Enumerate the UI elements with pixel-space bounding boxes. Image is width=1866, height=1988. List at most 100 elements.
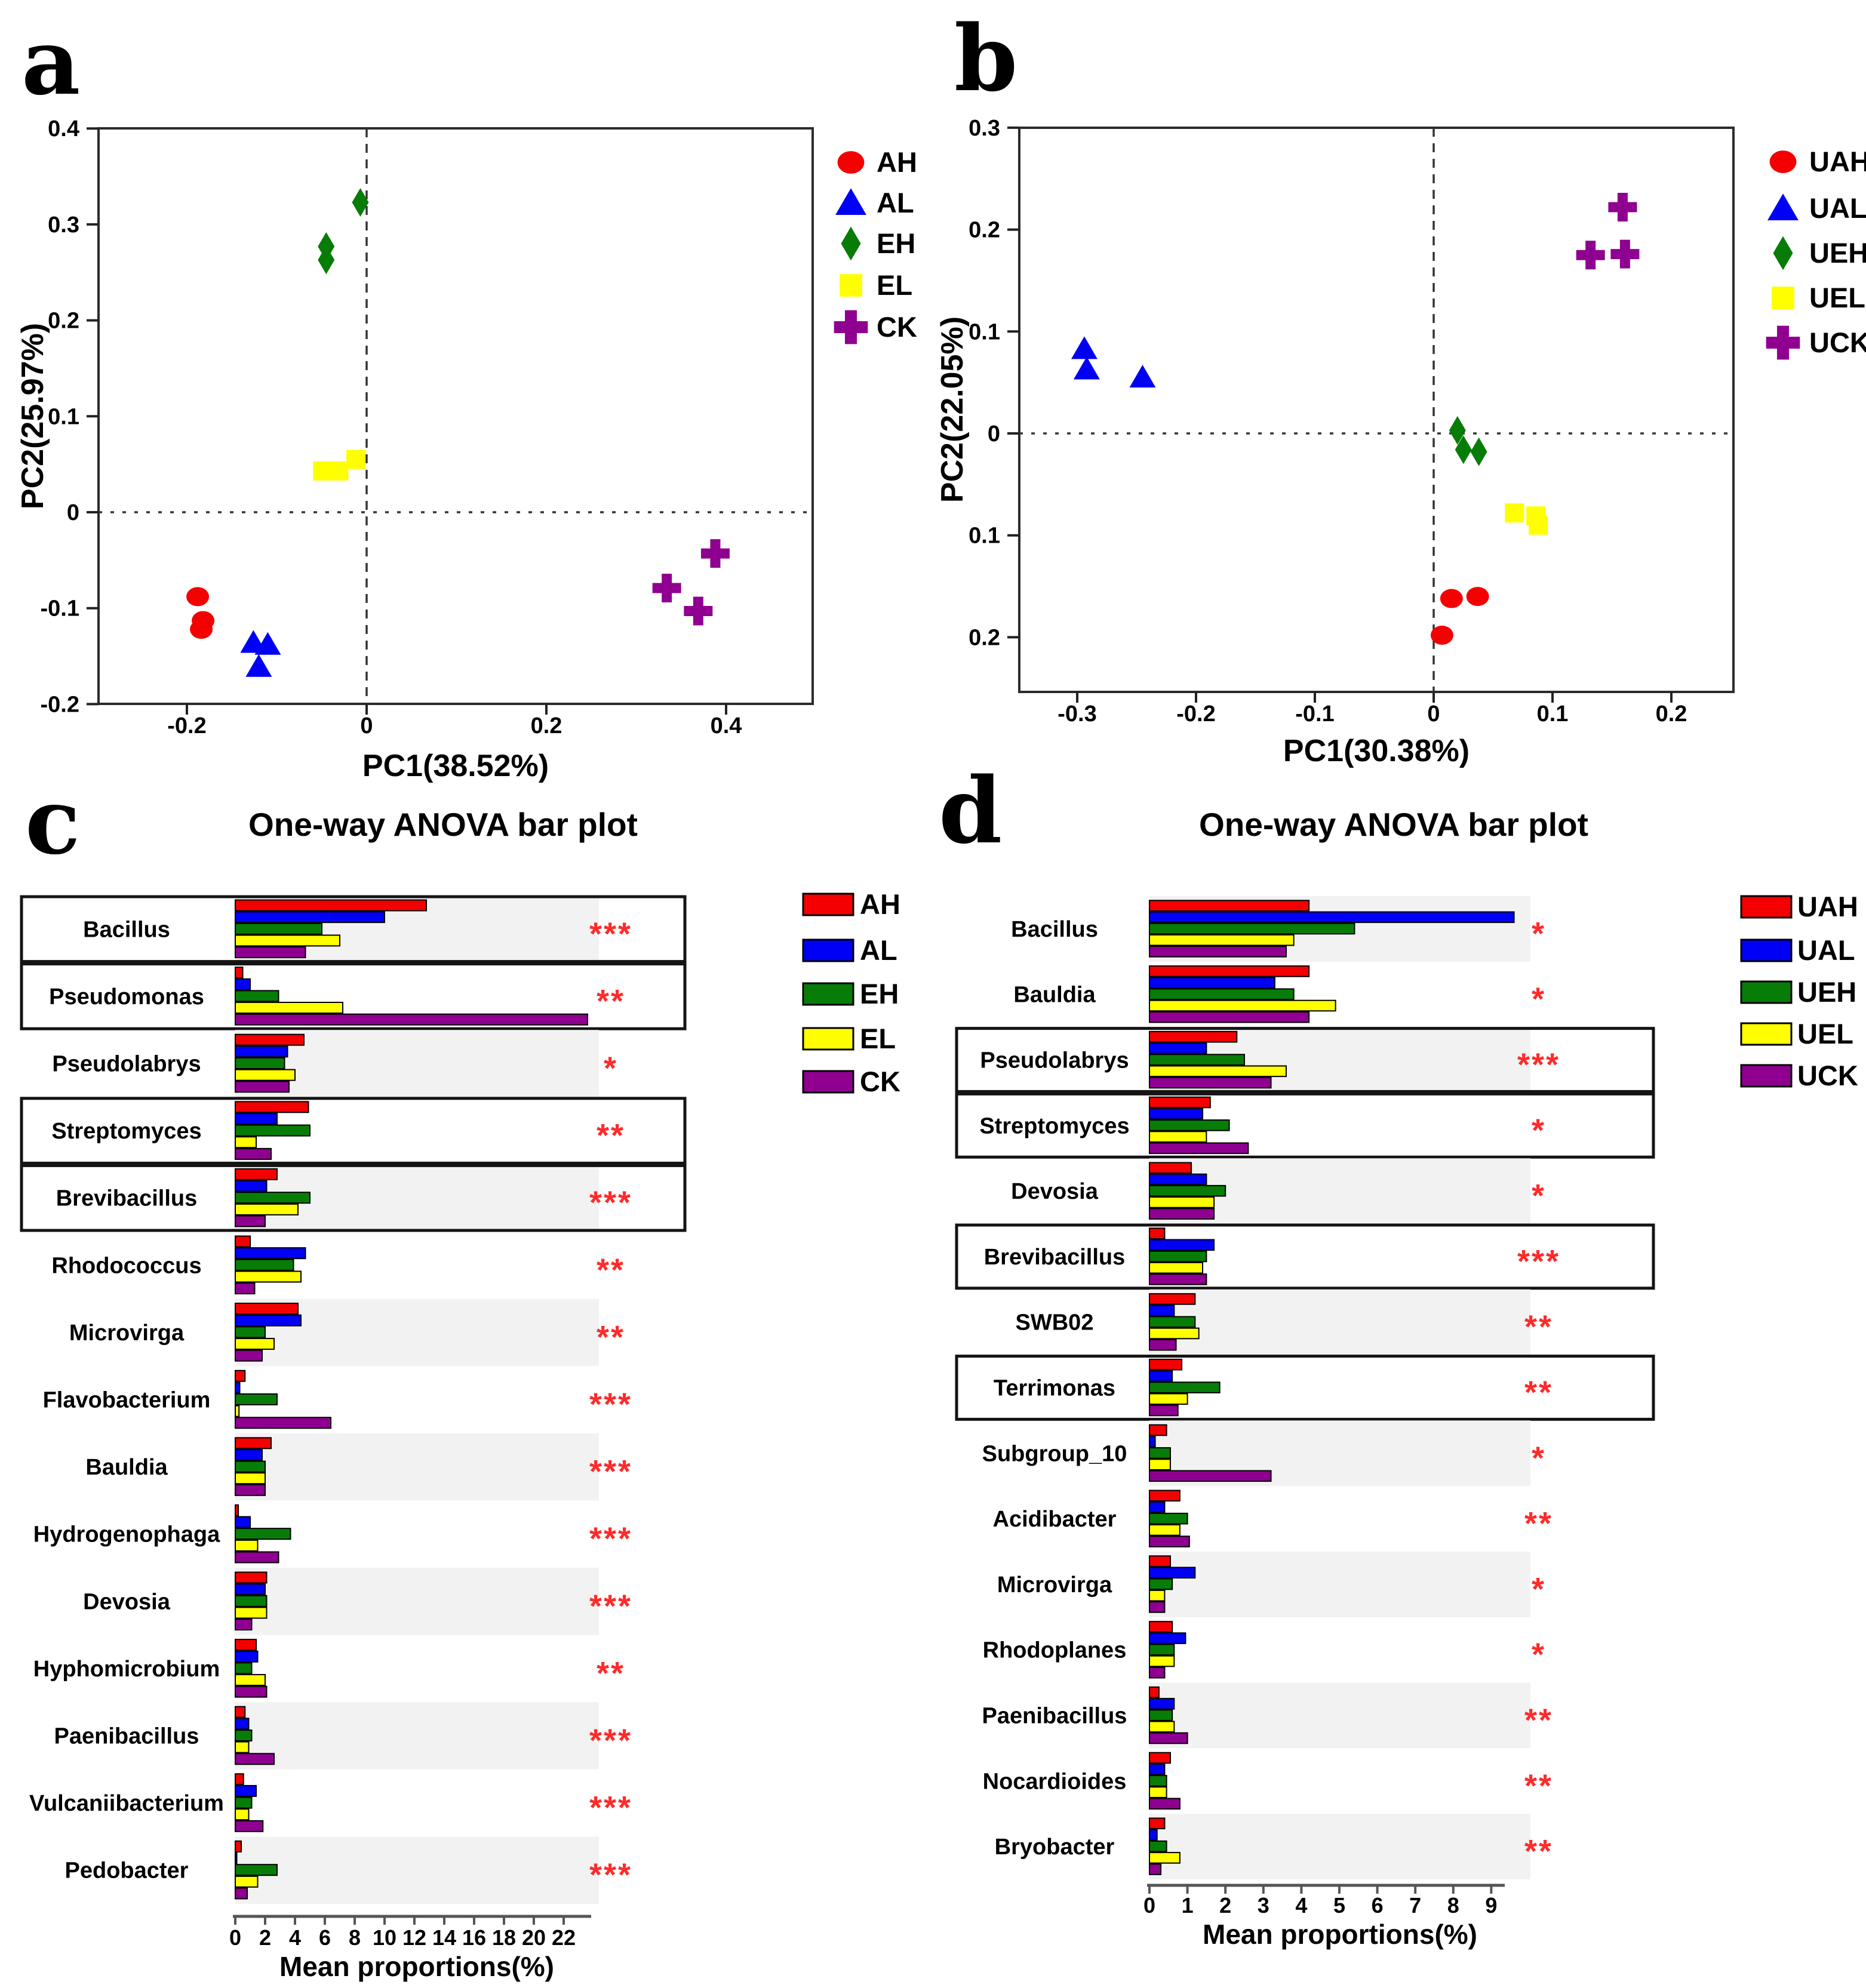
genus-label: Microvirga xyxy=(997,1572,1112,1598)
significance-Acidibacter: ** xyxy=(1524,1506,1553,1541)
y-tick-label: -0.1 xyxy=(41,596,79,621)
bar-Bryobacter-UEH xyxy=(1149,1840,1167,1852)
x-tick-label: 0.2 xyxy=(1656,701,1687,727)
bar-Nocardioides-UCK xyxy=(1149,1798,1181,1810)
bar-Bauldia-EL xyxy=(235,1472,266,1485)
bar-Bacillus-EL xyxy=(235,934,340,947)
panel-a-letter: a xyxy=(21,8,81,115)
significance-Paenibacillus: *** xyxy=(589,1723,632,1759)
bar-Pseudomonas-CK xyxy=(235,1013,588,1026)
scatter-point-AL xyxy=(254,632,281,655)
bar-SWB02-UEH xyxy=(1149,1316,1196,1328)
legend-swatch-UEL xyxy=(1740,1022,1793,1046)
x-tick-label: 0 xyxy=(229,1925,241,1950)
panel-d-x-axis-title: Mean proportions(%) xyxy=(1203,1919,1477,1950)
genus-label: Rhodoplanes xyxy=(983,1638,1127,1663)
anova-bar-plot-d: Bacillus *Bauldia *Pseudolabrys ***Streptom… xyxy=(955,806,1858,1950)
pca-plot-a: 0.4 0.3 0.2 0.1 0 -0.1 -0.2 -0.2 0 0.2 0.4 AH AL EH EL… xyxy=(16,116,917,783)
panel-c-letter: c xyxy=(25,768,81,875)
x-tick-label: 16 xyxy=(462,1925,486,1950)
genus-label: Vulcaniibacterium xyxy=(29,1791,224,1816)
scatter-point-UEL xyxy=(1529,515,1548,535)
panel-b-letter: b xyxy=(954,5,1018,112)
bar-Pseudomonas-EH xyxy=(235,990,279,1002)
significance-Pseudolabrys: *** xyxy=(1517,1047,1560,1083)
bar-Subgroup_10-UAL xyxy=(1149,1435,1156,1448)
significance-Microvirga: * xyxy=(1532,1571,1546,1607)
bar-Terrimonas-UCK xyxy=(1149,1404,1179,1417)
bar-SWB02-UCK xyxy=(1149,1338,1177,1351)
x-tick-label: 0 xyxy=(1427,701,1440,727)
y-tick-label: 0.2 xyxy=(969,218,1000,243)
bar-Microvirga-UEH xyxy=(1149,1578,1173,1590)
significance-Brevibacillus: *** xyxy=(1517,1244,1560,1279)
y-tick-label: 0 xyxy=(67,500,79,525)
bar-Acidibacter-UEH xyxy=(1149,1512,1188,1525)
bar-Microvirga-EH xyxy=(235,1326,266,1338)
bar-Rhodococcus-CK xyxy=(235,1282,256,1295)
bar-Microvirga-UAL xyxy=(1149,1567,1196,1579)
x-tick-label: 10 xyxy=(373,1925,396,1950)
bar-Pseudolabrys-CK xyxy=(235,1081,290,1093)
bar-Bauldia-CK xyxy=(235,1484,266,1496)
bar-Paenibacillus-UEL xyxy=(1149,1721,1175,1733)
bar-Streptomyces-UCK xyxy=(1149,1142,1249,1155)
highlight-box-Brevibacillus xyxy=(20,1164,687,1232)
bar-Bauldia-UAH xyxy=(1149,965,1310,977)
bar-Pseudomonas-AH xyxy=(235,967,244,979)
genus-label: Subgroup_10 xyxy=(982,1441,1127,1466)
scatter-point-UEL xyxy=(1505,503,1524,523)
bar-Bauldia-AL xyxy=(235,1448,263,1461)
bar-Streptomyces-EL xyxy=(235,1136,257,1149)
bar-Streptomyces-EH xyxy=(235,1124,311,1137)
bar-Microvirga-AH xyxy=(235,1303,299,1315)
bar-Bacillus-AL xyxy=(235,911,385,924)
bar-Bauldia-UEH xyxy=(1149,988,1295,1001)
y-tick-label: 0.1 xyxy=(969,524,1000,549)
significance-Bryobacter: ** xyxy=(1524,1833,1553,1869)
bar-Bauldia-UCK xyxy=(1149,1011,1310,1023)
bar-Bacillus-AH xyxy=(235,899,427,912)
bar-Streptomyces-UAH xyxy=(1149,1096,1211,1109)
genus-label: Nocardioides xyxy=(983,1769,1127,1794)
bar-Pedobacter-CK xyxy=(235,1887,248,1900)
significance-Devosia: *** xyxy=(589,1588,632,1624)
x-tick-label: 5 xyxy=(1333,1893,1345,1918)
bar-Bauldia-UEL xyxy=(1149,999,1336,1012)
genus-label: SWB02 xyxy=(1016,1310,1094,1335)
highlight-box-Terrimonas xyxy=(955,1355,1655,1421)
scatter-point-UAL xyxy=(1071,336,1098,359)
legend-label-AL: AL xyxy=(860,934,897,966)
y-tick-label: -0.2 xyxy=(41,692,79,717)
significance-Rhodococcus: ** xyxy=(597,1252,625,1288)
row-shade xyxy=(235,1433,599,1501)
row-shade xyxy=(1149,1682,1530,1749)
significance-Bauldia: * xyxy=(1532,981,1546,1017)
significance-Rhodoplanes: * xyxy=(1532,1637,1546,1673)
x-tick-label: 6 xyxy=(1372,1893,1384,1918)
bar-Flavobacterium-EH xyxy=(235,1393,278,1405)
bar-Pseudolabrys-UEL xyxy=(1149,1065,1287,1078)
genus-label: Pseudolabrys xyxy=(52,1052,201,1077)
legend-swatch-UCK xyxy=(1740,1064,1793,1088)
bar-Bacillus-CK xyxy=(235,946,306,959)
bar-Hydrogenophaga-AH xyxy=(235,1504,239,1516)
bar-Brevibacillus-AL xyxy=(235,1180,268,1192)
bar-SWB02-UAL xyxy=(1149,1304,1175,1316)
significance-Pseudolabrys: * xyxy=(604,1051,618,1087)
bar-Bauldia-EH xyxy=(235,1460,266,1473)
bar-Brevibacillus-UCK xyxy=(1149,1273,1207,1285)
bar-Paenibacillus-UAL xyxy=(1149,1698,1175,1710)
genus-label: Bacillus xyxy=(1011,917,1098,942)
bar-Pseudolabrys-AH xyxy=(235,1033,305,1046)
legend-marker-EL xyxy=(840,274,862,297)
row-shade xyxy=(1149,1814,1530,1879)
bar-Rhodoplanes-UAH xyxy=(1149,1621,1173,1633)
bar-Brevibacillus-UEH xyxy=(1149,1250,1207,1263)
bar-Streptomyces-UEH xyxy=(1149,1119,1230,1131)
bar-Bryobacter-UAL xyxy=(1149,1829,1158,1841)
bar-Bauldia-UAL xyxy=(1149,977,1275,989)
y-tick-label: 0 xyxy=(988,421,1000,447)
row-shade xyxy=(1149,1289,1530,1355)
legend-marker-EH xyxy=(841,226,861,261)
